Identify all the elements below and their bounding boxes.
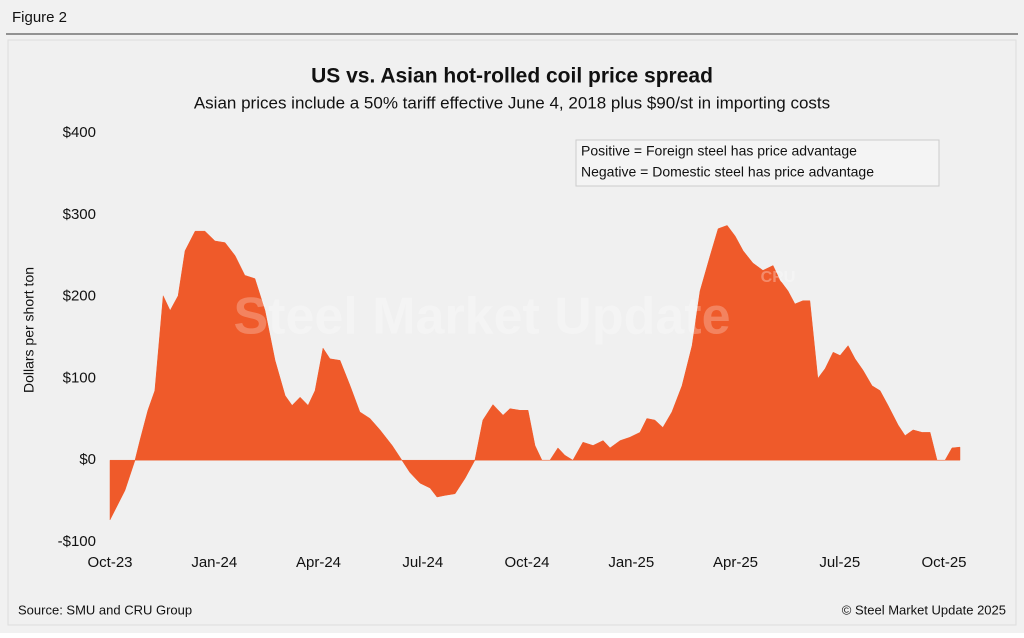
x-tick-label: Jan-24 <box>191 554 237 571</box>
annotation: Negative = Domestic steel has price adva… <box>581 164 874 180</box>
copyright: © Steel Market Update 2025 <box>842 602 1006 617</box>
y-axis-label: Dollars per short ton <box>21 267 37 393</box>
x-tick-label: Oct-24 <box>504 554 549 571</box>
chart-subtitle: Asian prices include a 50% tariff effect… <box>194 93 830 112</box>
figure-label: Figure 2 <box>12 9 67 26</box>
y-tick-label: $400 <box>63 124 96 141</box>
source: Source: SMU and CRU Group <box>18 602 192 617</box>
y-tick-label: $200 <box>63 288 96 305</box>
y-tick-label: $0 <box>79 451 96 468</box>
y-tick-label: $300 <box>63 206 96 223</box>
x-tick-label: Jul-24 <box>402 554 443 571</box>
x-tick-label: Apr-24 <box>296 554 341 571</box>
x-tick-label: Oct-23 <box>87 554 132 571</box>
watermark: Steel Market Update <box>233 288 730 346</box>
area <box>109 225 961 521</box>
x-tick-label: Oct-25 <box>921 554 966 571</box>
plot: -$100 $0 $100 $200 $300 $400 Oct-23 Jan-24 Apr-2… <box>58 124 967 571</box>
annotation-box <box>575 139 940 187</box>
chart-title: US vs. Asian hot-rolled coil price sprea… <box>311 65 713 88</box>
watermark-logo: CRU <box>761 269 796 286</box>
x-tick-label: Apr-25 <box>713 554 758 571</box>
x-tick-label: Jan-25 <box>608 554 654 571</box>
y-tick-label: -$100 <box>58 533 96 550</box>
y-tick-label: $100 <box>63 369 96 386</box>
annotation: Positive = Foreign steel has price advan… <box>581 143 857 159</box>
x-tick-label: Jul-25 <box>819 554 860 571</box>
